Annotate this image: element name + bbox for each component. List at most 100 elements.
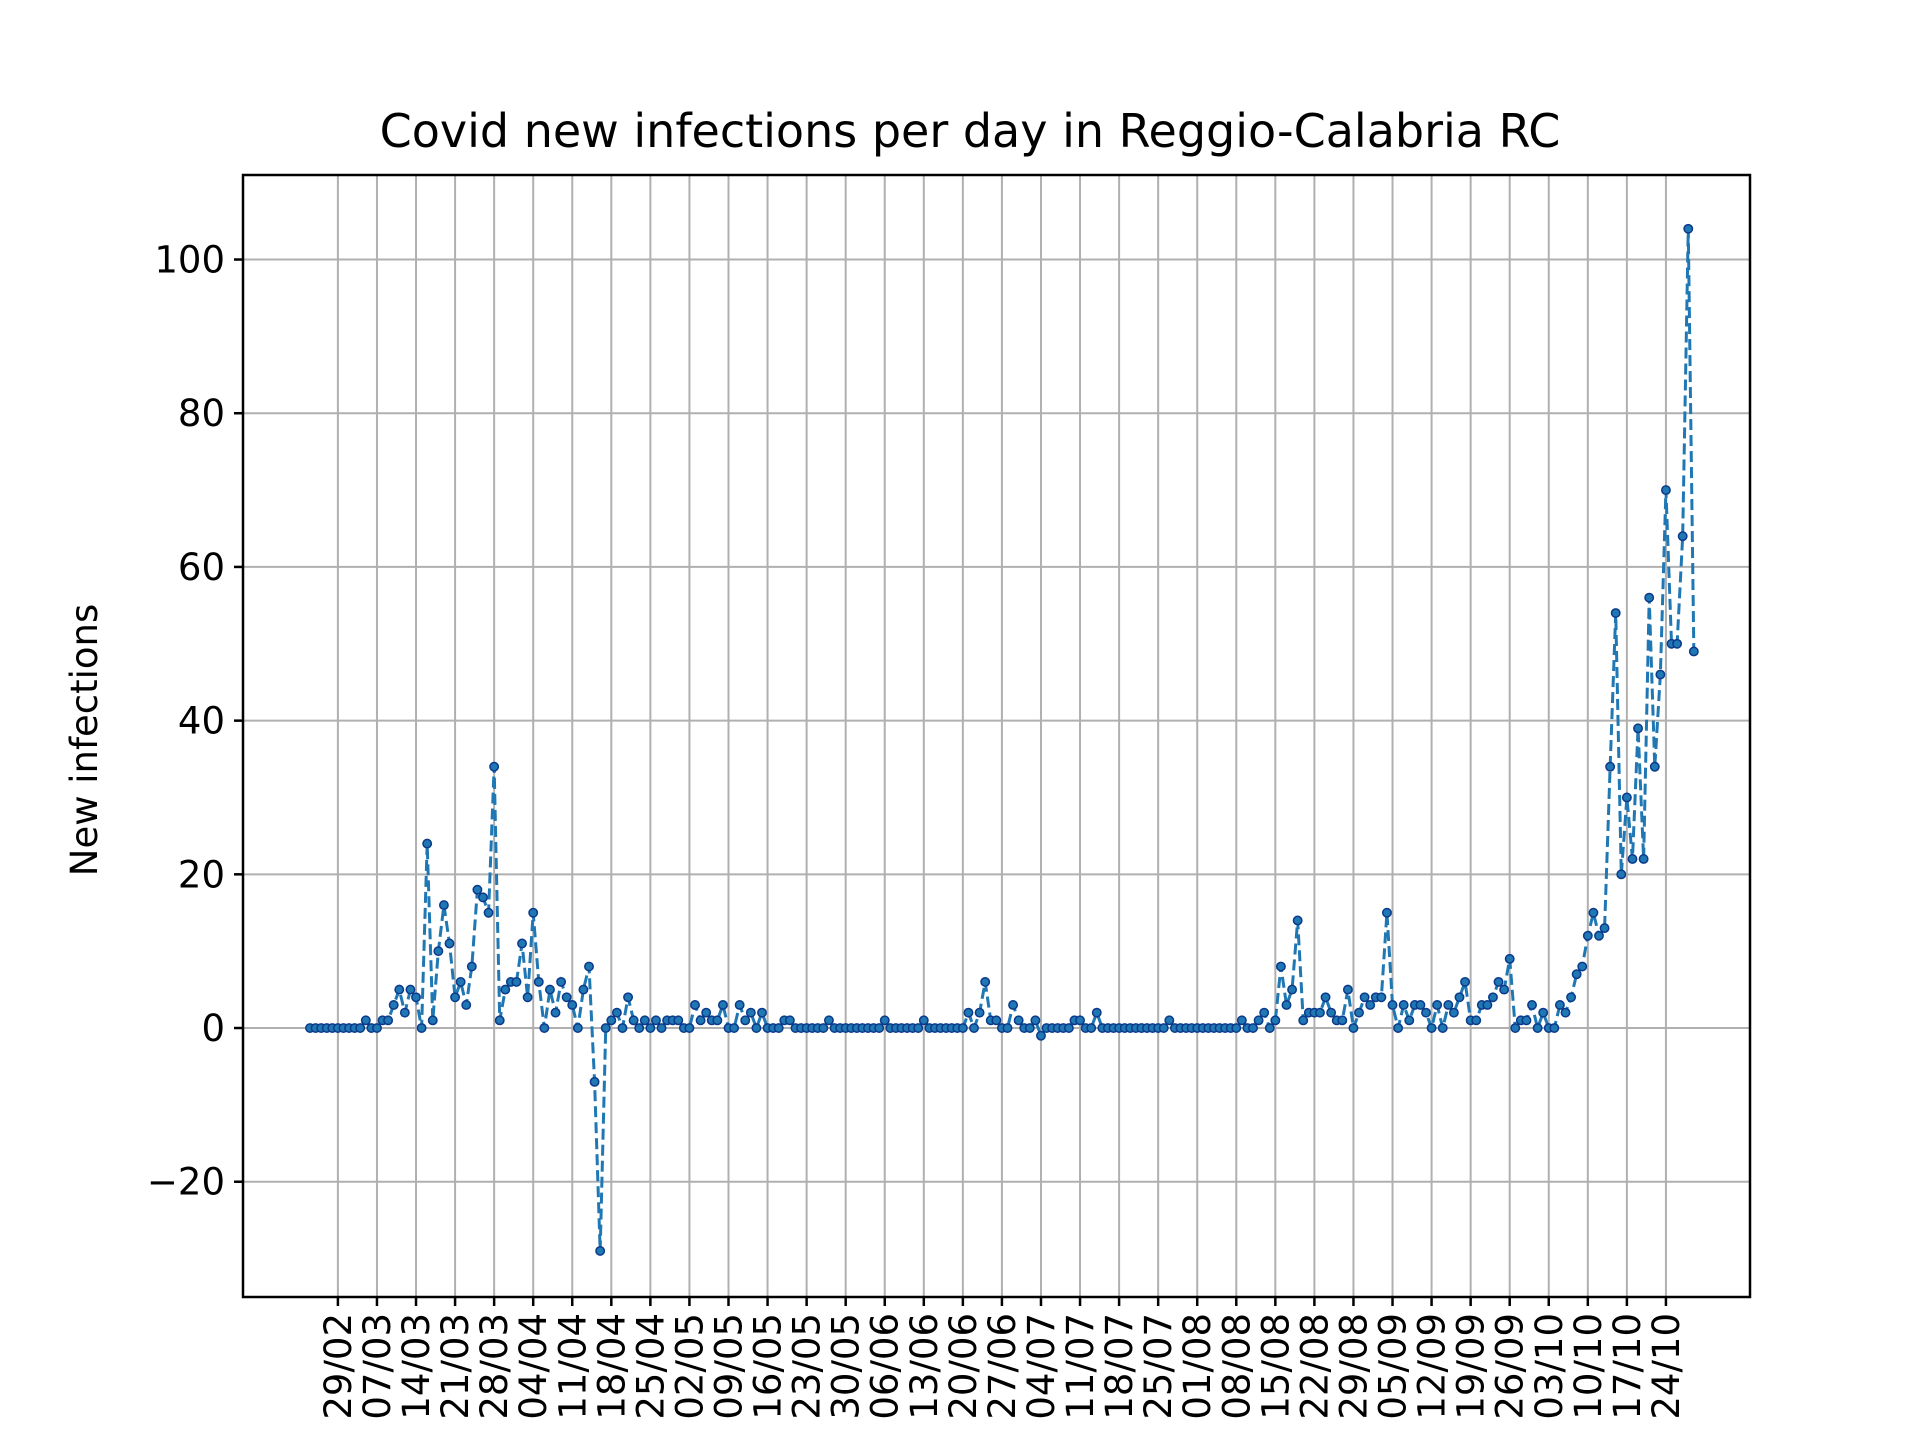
data-point [695, 1015, 706, 1026]
data-point [517, 938, 527, 949]
data-point [1320, 992, 1331, 1003]
data-point [639, 1015, 650, 1026]
x-tick-label: 16/05 [747, 1313, 790, 1420]
data-point [1376, 992, 1387, 1003]
data-point [623, 992, 634, 1003]
x-tick-label: 17/10 [1606, 1313, 1649, 1420]
data-point [1504, 953, 1515, 964]
data-point [556, 976, 567, 987]
data-point [539, 1023, 550, 1033]
data-point [1359, 992, 1370, 1003]
x-tick-label: 29/02 [317, 1313, 360, 1420]
data-point [1248, 1023, 1258, 1033]
data-point [1448, 1007, 1459, 1018]
y-tick-label: −20 [147, 1161, 225, 1204]
y-tick-label: 0 [201, 1007, 225, 1050]
data-point [1566, 992, 1577, 1003]
data-point [1588, 907, 1599, 918]
data-point [1158, 1023, 1169, 1033]
grid [243, 175, 1750, 1297]
data-point [444, 938, 455, 949]
data-point [1605, 761, 1616, 772]
x-tick-label: 04/04 [512, 1313, 555, 1420]
data-point [1008, 1000, 1019, 1010]
y-tick-label: 20 [178, 853, 225, 896]
data-point [1582, 930, 1593, 941]
data-point [1488, 992, 1498, 1003]
data-point [360, 1015, 371, 1026]
data-point [1415, 1000, 1426, 1010]
data-point [433, 946, 444, 957]
data-point [1460, 976, 1471, 987]
data-point [1315, 1007, 1325, 1018]
data-point [1521, 1015, 1532, 1026]
data-point [1655, 669, 1666, 680]
data-point [450, 992, 461, 1003]
data-point [1354, 1007, 1364, 1018]
data-point [372, 1023, 382, 1033]
x-axis-ticks: 29/0207/0314/0321/0328/0304/0411/0418/04… [317, 1297, 1688, 1420]
data-point [438, 900, 449, 911]
data-point [1644, 592, 1655, 603]
data-point [1091, 1007, 1102, 1018]
data-point [472, 884, 483, 895]
data-point [784, 1015, 795, 1026]
x-tick-label: 24/10 [1645, 1313, 1688, 1420]
data-point [572, 1023, 583, 1033]
data-point [1264, 1023, 1275, 1033]
data-point [1454, 992, 1465, 1003]
x-tick-label: 02/05 [668, 1313, 711, 1420]
data-point [1549, 1023, 1560, 1033]
series-new-infections [305, 223, 1699, 1256]
data-point [1287, 984, 1298, 995]
x-tick-label: 08/08 [1215, 1313, 1258, 1420]
data-point [1638, 854, 1649, 864]
data-point [617, 1023, 628, 1033]
data-point [1281, 1000, 1292, 1010]
x-tick-label: 20/06 [942, 1313, 985, 1420]
data-point [1672, 638, 1683, 649]
data-point [818, 1023, 829, 1033]
data-point [717, 1000, 728, 1010]
data-point [500, 984, 511, 995]
data-point [740, 1015, 751, 1026]
data-point [1527, 1000, 1537, 1010]
data-point [963, 1007, 974, 1018]
data-point [1532, 1023, 1543, 1033]
x-tick-label: 18/04 [590, 1313, 633, 1420]
data-point [991, 1015, 1002, 1026]
data-point [427, 1015, 438, 1026]
data-point [1393, 1023, 1404, 1033]
x-tick-label: 14/03 [395, 1313, 438, 1420]
plot-area-frame [241, 173, 1752, 1299]
chart-title: Covid new infections per day in Reggio-C… [380, 104, 1561, 158]
data-point [1610, 608, 1621, 618]
x-tick-label: 06/06 [864, 1313, 907, 1420]
data-point [1493, 976, 1504, 987]
data-point [1577, 961, 1588, 972]
data-point [567, 1000, 578, 1010]
x-tick-label: 13/06 [903, 1313, 946, 1420]
data-point [1437, 1023, 1448, 1033]
data-point [550, 1007, 561, 1018]
data-point [483, 907, 494, 918]
data-point [1432, 1000, 1443, 1010]
x-tick-label: 25/07 [1137, 1313, 1180, 1420]
data-point [751, 1023, 762, 1033]
data-point [1075, 1015, 1085, 1026]
x-tick-label: 11/04 [551, 1313, 594, 1420]
y-tick-label: 40 [178, 700, 225, 743]
y-axis-label: New infections [63, 604, 106, 876]
data-point [405, 984, 416, 995]
x-tick-label: 10/10 [1567, 1313, 1610, 1420]
data-point [595, 1245, 606, 1256]
data-point [1482, 1000, 1493, 1010]
data-point [1571, 969, 1582, 980]
x-tick-label: 22/08 [1293, 1313, 1336, 1420]
data-point [1421, 1007, 1431, 1018]
data-point [1063, 1023, 1074, 1033]
x-tick-label: 29/08 [1332, 1313, 1375, 1420]
data-point [1677, 531, 1688, 542]
data-point [628, 1015, 639, 1026]
